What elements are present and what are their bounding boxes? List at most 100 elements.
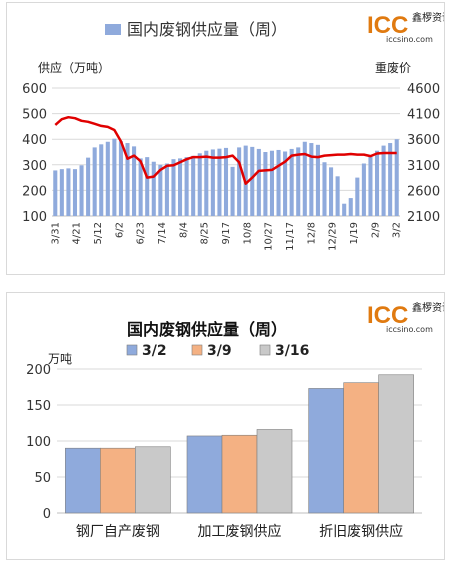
y-tick-label: 300	[22, 159, 47, 174]
logo: ICC 鑫椤资讯 iccsino.com	[367, 11, 444, 44]
supply-bar	[112, 139, 116, 216]
y-tick-label: 500	[22, 108, 47, 123]
y-tick-label: 0	[43, 507, 51, 522]
bar-3-16	[135, 447, 170, 513]
legend-swatch	[105, 24, 121, 35]
y-tick-label: 100	[26, 435, 51, 450]
bar-3-16	[257, 429, 292, 513]
y2-tick-label: 4600	[407, 82, 440, 97]
category-label: 钢厂自产废钢	[76, 524, 160, 540]
supply-bar	[250, 147, 254, 216]
supply-bar	[322, 162, 326, 216]
supply-bar	[106, 142, 110, 216]
supply-bar	[382, 146, 386, 216]
supply-bar	[53, 170, 57, 216]
supply-bar	[290, 149, 294, 216]
supply-bar	[178, 158, 182, 216]
y-axis-label: 供应（万吨）	[38, 60, 110, 75]
y-tick-label: 100	[22, 210, 47, 225]
supply-bar	[231, 167, 235, 216]
y-tick-label: 600	[22, 82, 47, 97]
legend-label: 3/16	[275, 343, 309, 359]
y2-tick-label: 4100	[407, 108, 440, 123]
bar-3-9	[100, 448, 135, 513]
supply-bar	[270, 151, 274, 216]
x-tick-label: 4/21	[72, 222, 83, 244]
supply-bar	[93, 147, 97, 216]
logo: ICC 鑫椤资讯 iccsino.com	[367, 301, 444, 334]
y2-tick-label: 3100	[407, 159, 440, 174]
y2-tick-label: 3600	[407, 133, 440, 148]
supply-bar	[395, 139, 399, 216]
chart-title: 国内废钢供应量（周）	[127, 20, 287, 39]
legend-label: 3/2	[142, 343, 167, 359]
supply-bar	[263, 152, 267, 216]
y-tick-label: 400	[22, 133, 47, 148]
y2-tick-label: 2600	[407, 184, 440, 199]
x-tick-label: 10/27	[264, 222, 275, 251]
supply-bar	[336, 176, 340, 216]
x-tick-label: 9/17	[221, 222, 232, 244]
x-tick-label: 3/2	[392, 222, 403, 238]
supply-bar	[355, 178, 359, 216]
x-tick-label: 8/25	[200, 222, 211, 244]
supply-bar	[171, 159, 175, 216]
x-tick-label: 6/2	[114, 222, 125, 238]
y-tick-label: 50	[34, 471, 51, 486]
bar-3-9	[344, 383, 379, 513]
logo-url: iccsino.com	[386, 325, 433, 334]
weekly-supply-chart-panel: 国内废钢供应量（周） 供应（万吨） 重废价 ICC 鑫椤资讯 iccsino.c…	[6, 2, 445, 275]
logo-cn: 鑫椤资讯	[412, 301, 444, 314]
supply-bar	[191, 156, 195, 216]
bar-3-2	[309, 388, 344, 513]
supply-bar	[99, 144, 103, 216]
supply-bar	[119, 141, 123, 216]
y2-axis-label: 重废价	[375, 60, 411, 75]
supply-bar	[198, 153, 202, 216]
supply-bar	[368, 155, 372, 216]
y-axis-label: 万吨	[48, 352, 72, 366]
logo-url: iccsino.com	[386, 35, 433, 44]
supply-bar	[362, 164, 366, 216]
x-tick-label: 3/31	[50, 222, 61, 244]
legend-swatch	[192, 345, 202, 355]
supply-bar	[145, 157, 149, 216]
supply-bar	[165, 164, 169, 216]
supply-bar	[237, 147, 241, 216]
y-tick-label: 200	[26, 363, 51, 378]
supply-bar	[80, 165, 84, 216]
supply-bar	[309, 143, 313, 216]
x-tick-label: 5/12	[93, 222, 104, 244]
bar-3-9	[222, 435, 257, 513]
bar-3-2	[65, 448, 100, 513]
supply-bar	[296, 147, 300, 216]
supply-bar	[73, 169, 77, 216]
supply-bar	[152, 162, 156, 216]
x-tick-label: 1/19	[349, 222, 360, 244]
y2-tick-label: 2100	[407, 210, 440, 225]
logo-cn: 鑫椤资讯	[412, 11, 444, 24]
legend-swatch	[127, 345, 137, 355]
supply-breakdown-chart: 国内废钢供应量（周） 万吨 ICC 鑫椤资讯 iccsino.com 3/2 3/…	[7, 293, 444, 559]
supply-bar	[60, 169, 64, 216]
y-tick-label: 150	[26, 399, 51, 414]
supply-bar	[211, 149, 215, 216]
supply-bar	[342, 204, 346, 216]
chart-title: 国内废钢供应量（周）	[127, 320, 287, 339]
supply-breakdown-chart-panel: 国内废钢供应量（周） 万吨 ICC 鑫椤资讯 iccsino.com 3/2 3/…	[6, 292, 445, 560]
bar-3-16	[379, 375, 414, 513]
legend-swatch	[260, 345, 270, 355]
x-tick-label: 6/23	[136, 222, 147, 244]
x-tick-label: 12/29	[328, 222, 339, 251]
weekly-supply-chart: 国内废钢供应量（周） 供应（万吨） 重废价 ICC 鑫椤资讯 iccsino.c…	[7, 3, 444, 274]
x-tick-label: 7/14	[157, 222, 168, 244]
bar-3-2	[187, 436, 222, 513]
supply-bar	[329, 167, 333, 216]
category-label: 加工废钢供应	[198, 523, 282, 540]
x-tick-label: 8/4	[178, 222, 189, 238]
supply-bar	[257, 149, 261, 216]
y-tick-label: 200	[22, 184, 47, 199]
supply-bar	[276, 150, 280, 216]
x-tick-label: 2/9	[370, 222, 381, 238]
supply-bar	[375, 151, 379, 216]
